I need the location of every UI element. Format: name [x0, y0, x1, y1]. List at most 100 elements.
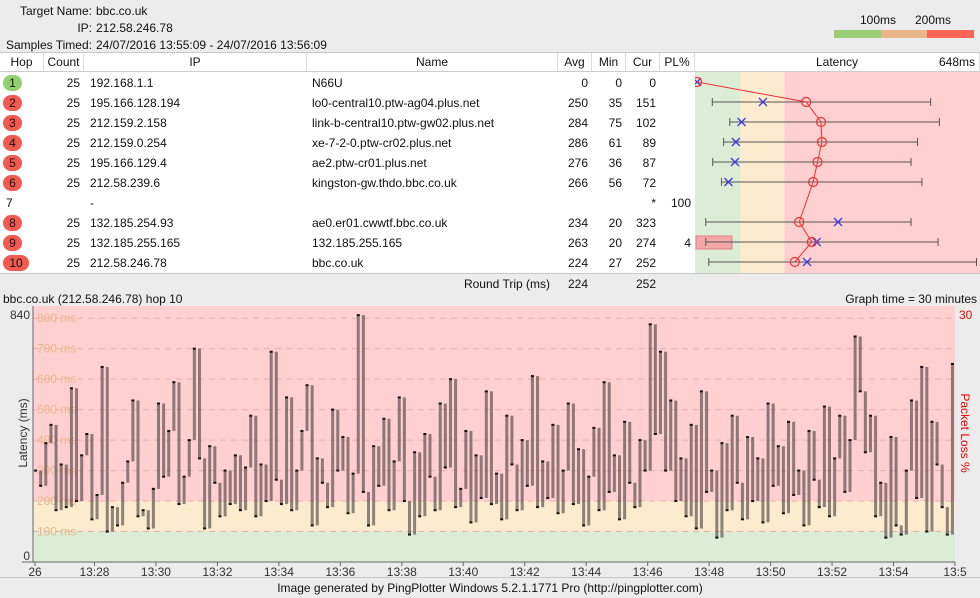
avg-marker [695, 76, 703, 88]
latency-point [495, 472, 499, 475]
latency-point [310, 524, 314, 527]
cell-count: 25 [66, 96, 80, 110]
latency-point [510, 463, 514, 466]
cell-cur: 323 [635, 216, 656, 230]
col-name[interactable]: Name [307, 53, 558, 72]
latency-point [428, 475, 432, 478]
inner-label: 800 ms [37, 311, 76, 325]
cell-ip: 212.159.2.158 [90, 116, 167, 130]
latency-point [879, 481, 883, 484]
latency-point [945, 533, 949, 536]
latency-point [705, 490, 709, 493]
latency-point [85, 433, 89, 435]
col-count[interactable]: Count [44, 53, 84, 72]
x-tick-label: 13:40 [448, 565, 478, 577]
latency-point [925, 530, 929, 533]
current-marker [730, 157, 740, 167]
x-tick-label: 13:44 [571, 565, 601, 577]
latency-point [694, 527, 698, 530]
zone-bad [33, 306, 955, 502]
latency-point [802, 524, 806, 527]
latency-point [500, 518, 504, 521]
cell-cur: 87 [642, 156, 656, 170]
cell-min: 75 [608, 116, 622, 130]
cell-count: 25 [66, 176, 80, 190]
latency-point [653, 433, 657, 435]
zone-bad [784, 72, 980, 273]
latency-point [520, 439, 524, 442]
cell-cur: 102 [635, 116, 656, 130]
cell-min: 61 [608, 136, 622, 150]
latency-point [177, 503, 181, 506]
cell-ip: 195.166.129.4 [90, 156, 167, 170]
latency-point [648, 323, 652, 326]
cell-min: 20 [608, 236, 622, 250]
cell-avg: 224 [567, 256, 588, 270]
round-trip-avg: 224 [567, 277, 588, 291]
latency-point [592, 426, 596, 429]
zone-warn [740, 72, 785, 273]
round-trip-label: Round Trip (ms) [463, 277, 550, 291]
x-tick-label: 13:38 [387, 565, 417, 577]
table-row[interactable]: 9 25 132.185.255.165 132.185.255.165 263 20 27… [0, 233, 695, 253]
table-row[interactable]: 4 25 212.159.0.254 xe-7-2-0.ptw-cr02.plus.n… [0, 133, 695, 153]
latency-point [577, 448, 581, 451]
cell-pl [660, 213, 691, 233]
table-row[interactable]: 10 25 212.58.246.78 bbc.co.uk 224 27 252 [0, 253, 695, 273]
latency-point [315, 457, 319, 460]
col-hop[interactable]: Hop [0, 53, 44, 72]
table-row[interactable]: 2 25 195.166.128.194 lo0-central10.ptw-ag04… [0, 93, 695, 113]
legend-200ms: 200ms [915, 13, 952, 27]
table-row[interactable]: 8 25 132.185.254.93 ae0.er01.cwwtf.bbc.co.u… [0, 213, 695, 233]
col-cur[interactable]: Cur [626, 53, 660, 72]
table-row[interactable]: 1 25 192.168.1.1 N66U 0 0 0 [0, 73, 695, 93]
cell-name: xe-7-2-0.ptw-cr02.plus.net [312, 136, 452, 150]
latency-point [377, 484, 381, 487]
latency-point [228, 503, 232, 506]
latency-point [448, 378, 452, 381]
col-avg[interactable]: Avg [558, 53, 592, 72]
table-row[interactable]: 3 25 212.159.2.158 link-b-central10.ptw-gw0… [0, 113, 695, 133]
trace-table: Hop Count IP Name Avg Min Cur PL% Latenc… [0, 52, 980, 293]
latency-point [254, 515, 258, 518]
latency-point [259, 463, 263, 466]
target-ip: 212.58.246.78 [96, 21, 173, 35]
col-min[interactable]: Min [592, 53, 626, 72]
latency-point [484, 390, 488, 393]
latency-point [792, 493, 796, 496]
latency-point [356, 314, 360, 317]
cell-ip: 212.58.239.6 [90, 176, 161, 190]
x-tick-label: 13:48 [694, 565, 724, 577]
x-tick-label: 13:5 [943, 565, 967, 577]
latency-point [402, 500, 406, 503]
latency-point [49, 423, 53, 426]
table-row[interactable]: 7 - * 100 [0, 193, 695, 213]
latency-point [34, 469, 38, 472]
table-row[interactable]: 5 25 195.166.129.4 ae2.ptw-cr01.plus.net 276… [0, 153, 695, 173]
latency-point [469, 521, 473, 524]
latency-point [136, 515, 140, 518]
latency-point [131, 399, 135, 402]
cell-count: 25 [66, 116, 80, 130]
latency-point [100, 365, 104, 368]
table-row[interactable]: 6 25 212.58.239.6 kingston-gw.thdo.bbc.co.u… [0, 173, 695, 193]
latency-point [766, 402, 770, 405]
x-tick-label: 13:34 [264, 565, 294, 577]
cell-min: 56 [608, 176, 622, 190]
x-tick-label: 26 [28, 565, 42, 577]
cell-count: 25 [66, 236, 80, 250]
col-latency[interactable]: Latency 648ms [695, 53, 980, 72]
latency-point [669, 399, 673, 402]
latency-point [69, 387, 73, 390]
hop-number: 1 [3, 75, 22, 91]
col-ip[interactable]: IP [84, 53, 307, 72]
cell-name: bbc.co.uk [312, 256, 364, 270]
y-bottom-label: 0 [23, 549, 30, 563]
latency-point [336, 469, 340, 472]
legend-100ms: 100ms [860, 13, 897, 27]
latency-point [213, 481, 217, 484]
latency-point [858, 390, 862, 393]
col-pl[interactable]: PL% [660, 53, 695, 72]
avg-marker [815, 116, 827, 128]
